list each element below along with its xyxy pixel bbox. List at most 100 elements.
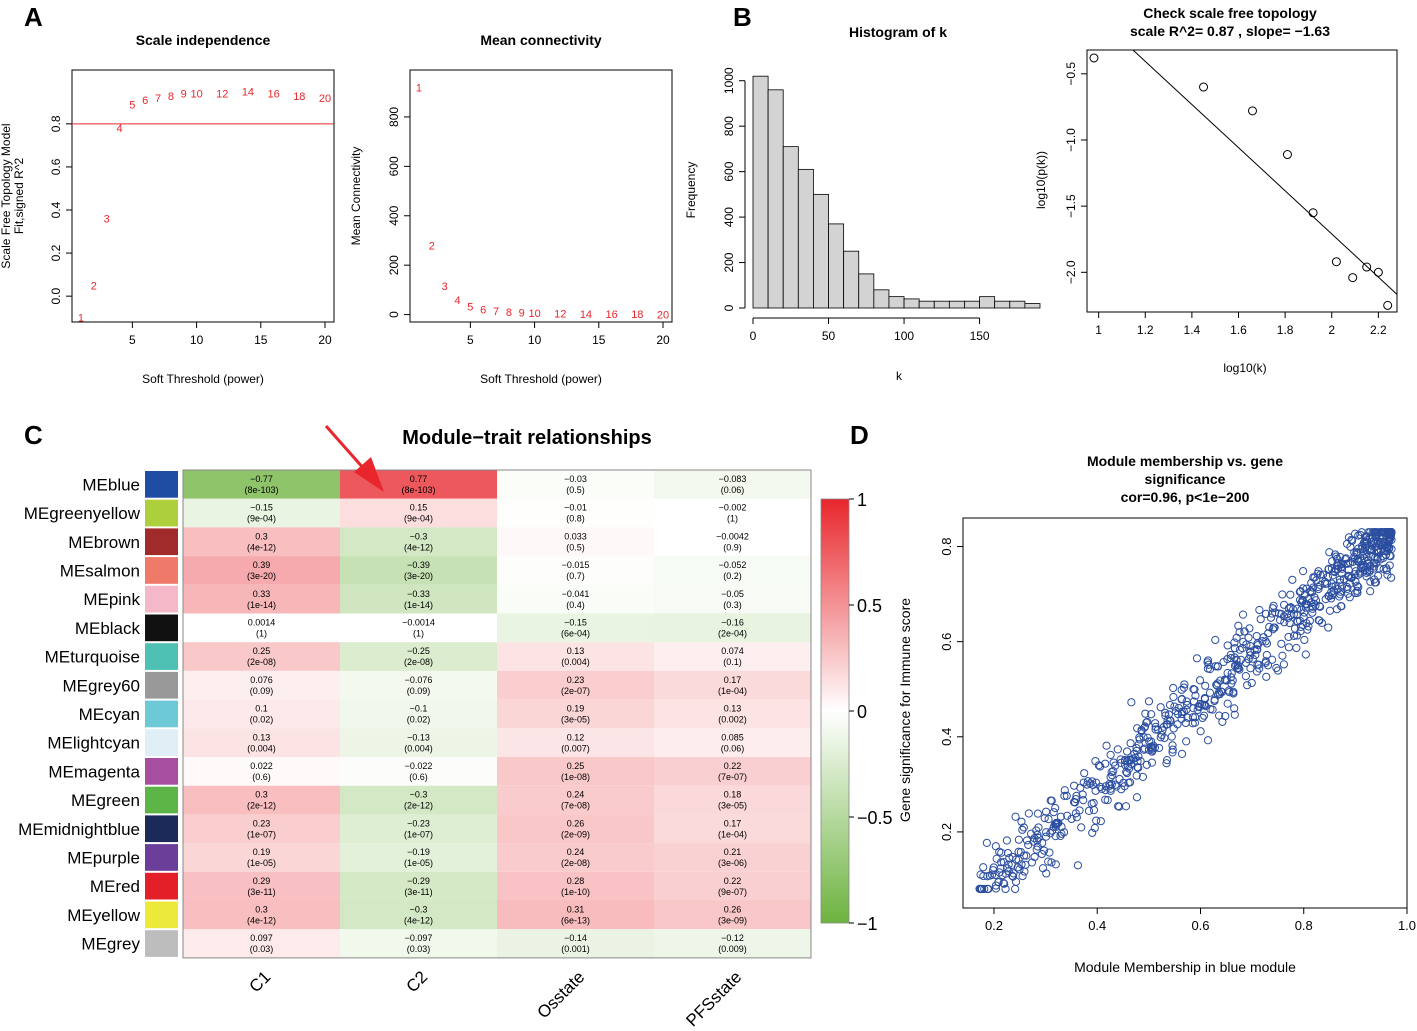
- gene-point: [1230, 638, 1239, 647]
- p-value: (0.4): [566, 600, 585, 610]
- p-value: (1): [727, 514, 738, 524]
- p-value: (0.004): [404, 743, 433, 753]
- module-name: MEgrey: [81, 935, 140, 954]
- p-value: (0.7): [566, 571, 585, 581]
- p-value: (0.06): [721, 485, 745, 495]
- y-tick-label: 400: [387, 205, 401, 225]
- power-label: 12: [554, 309, 566, 321]
- histogram-bar: [964, 300, 980, 309]
- gene-point: [1000, 879, 1009, 888]
- correlation-value: −0.39: [407, 560, 430, 570]
- x-tick-label: 0.4: [1088, 918, 1106, 933]
- histogram-bar: [979, 296, 996, 309]
- gene-point: [1223, 655, 1232, 664]
- correlation-value: −0.16: [721, 618, 744, 628]
- heatmap-cell: [497, 728, 654, 757]
- gene-point: [1147, 758, 1157, 767]
- histogram-bar: [948, 300, 965, 309]
- correlation-value: −0.23: [407, 818, 430, 828]
- p-value: (1e-07): [247, 829, 276, 839]
- gene-point: [1165, 700, 1175, 710]
- heatmap-cell: [497, 527, 654, 557]
- gene-point: [1142, 760, 1151, 769]
- gene-point: [1226, 653, 1235, 663]
- gene-point: [1062, 791, 1071, 800]
- p-value: (3e-05): [561, 715, 590, 725]
- gene-point: [1162, 756, 1172, 765]
- gene-point: [1046, 829, 1055, 838]
- chart-title: cor=0.96, p<1e−200: [1121, 489, 1250, 505]
- p-value: (4e-12): [247, 916, 276, 926]
- gene-point: [983, 872, 992, 881]
- x-axis-label: log10(k): [1223, 361, 1266, 375]
- y-tick-label: 800: [722, 116, 736, 136]
- gene-point: [1051, 803, 1060, 813]
- module-color-swatch: [145, 557, 178, 584]
- gene-point: [1161, 711, 1170, 720]
- gene-point: [1371, 553, 1380, 562]
- gene-point: [1091, 756, 1100, 766]
- gene-point: [1063, 811, 1072, 820]
- x-tick-label: 15: [254, 333, 268, 347]
- heatmap-cell: [654, 871, 811, 901]
- colorbar-tick-label: 1: [857, 490, 867, 510]
- gene-point: [1014, 847, 1023, 856]
- gene-point: [1127, 698, 1136, 707]
- gene-point: [1325, 548, 1334, 557]
- heatmap-cell: [340, 757, 497, 786]
- p-value: (0.5): [566, 542, 585, 552]
- gene-point: [1142, 718, 1151, 727]
- correlation-value: 0.033: [564, 531, 587, 541]
- gene-point: [1042, 828, 1051, 837]
- gene-point: [1113, 745, 1122, 754]
- power-label: 12: [216, 89, 228, 101]
- panel-label-a: A: [24, 2, 43, 32]
- gene-point: [1169, 692, 1178, 702]
- p-value: (1e-14): [404, 600, 433, 610]
- gene-point: [1384, 528, 1394, 537]
- gene-point: [1379, 564, 1388, 574]
- gene-point: [1342, 539, 1352, 549]
- chart-title: Histogram of k: [849, 24, 947, 40]
- colorbar: [820, 498, 850, 924]
- module-color-swatch: [145, 758, 178, 785]
- y-axis-label: Fit,signed R^2: [12, 158, 26, 235]
- correlation-value: 0.29: [253, 876, 271, 886]
- gene-point: [1286, 603, 1295, 613]
- gene-point: [1029, 837, 1038, 846]
- correlation-value: 0.23: [567, 675, 585, 685]
- gene-point: [991, 884, 1001, 893]
- gene-point: [1084, 806, 1094, 815]
- chart-title: Mean connectivity: [480, 32, 602, 48]
- p-value: (2e-07): [561, 686, 590, 696]
- gene-point: [1196, 727, 1205, 736]
- correlation-value: −0.002: [719, 503, 747, 513]
- panel-label-d: D: [850, 420, 869, 450]
- power-label: 5: [129, 99, 135, 111]
- power-label: 2: [91, 280, 97, 292]
- p-value: (1e-05): [247, 858, 276, 868]
- gene-point: [1261, 609, 1271, 618]
- gene-point: [1096, 762, 1105, 771]
- heatmap-cell: [183, 785, 340, 815]
- gene-point: [1191, 691, 1200, 700]
- gene-point: [1103, 796, 1112, 805]
- module-name: MEblack: [75, 619, 141, 638]
- y-tick-label: 0.6: [939, 633, 954, 651]
- heatmap-cell: [654, 670, 811, 700]
- gene-point: [1116, 755, 1125, 764]
- trait-label: PFSstate: [682, 967, 745, 1030]
- gene-point: [1374, 528, 1383, 537]
- gene-point: [1195, 676, 1205, 685]
- gene-point: [1167, 732, 1176, 741]
- gene-point: [1351, 567, 1360, 576]
- module-color-swatch: [145, 930, 178, 957]
- plot-frame: [409, 69, 673, 323]
- p-value: (1e-08): [561, 772, 590, 782]
- gene-point: [1345, 579, 1355, 588]
- correlation-value: −0.15: [564, 618, 587, 628]
- module-color-swatch: [145, 585, 178, 613]
- fit-line: [1132, 49, 1398, 295]
- gene-point: [1151, 722, 1160, 731]
- gene-point: [1060, 791, 1069, 800]
